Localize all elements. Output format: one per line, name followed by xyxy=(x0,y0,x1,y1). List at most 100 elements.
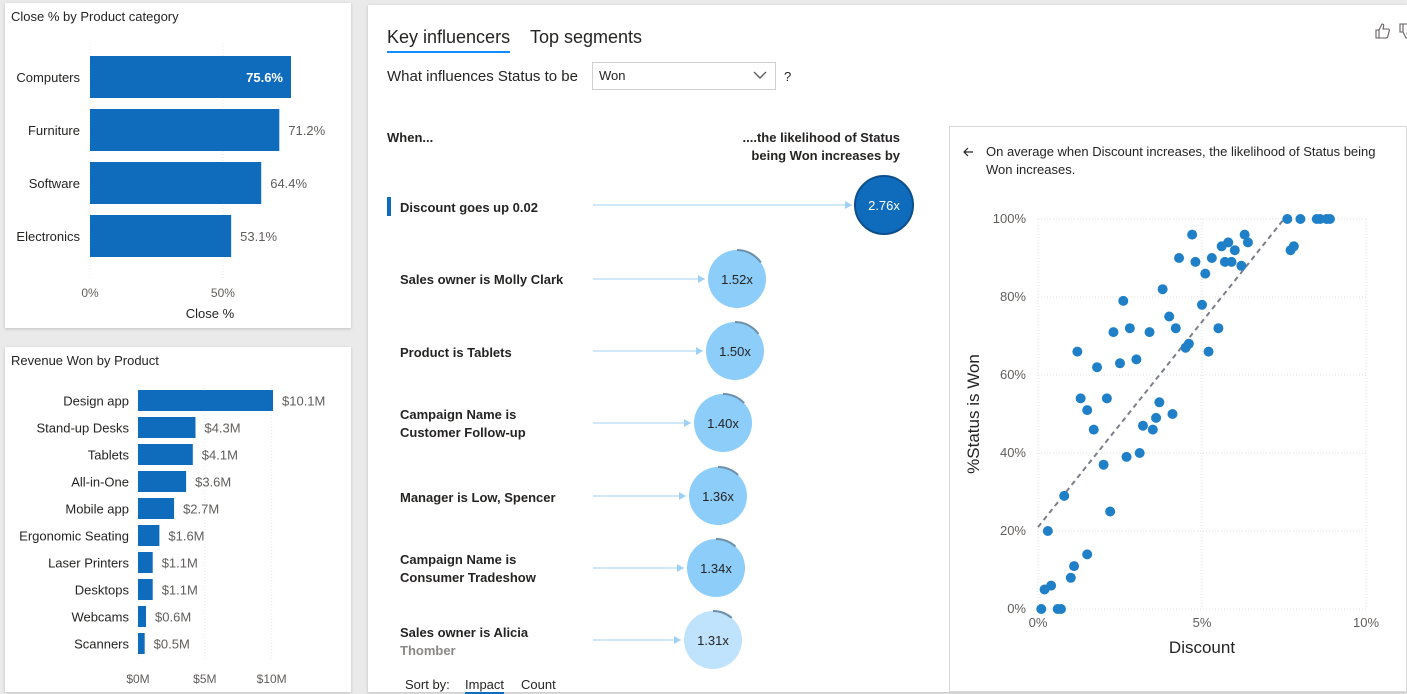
question-suffix: ? xyxy=(784,69,792,84)
sort-impact-option[interactable]: Impact xyxy=(465,677,505,694)
category-label: Electronics xyxy=(16,229,80,244)
influencer-label[interactable]: Campaign Name is Consumer Tradeshow xyxy=(400,552,536,585)
influencer-bubble xyxy=(694,394,752,452)
influencer-ring xyxy=(717,466,739,476)
scatter-point xyxy=(1190,256,1201,267)
influencer-label-text: Sales owner is Alicia xyxy=(400,625,529,640)
scatter-point xyxy=(1213,323,1224,334)
x-axis-title: Discount xyxy=(1169,638,1235,657)
influencer-label[interactable]: Manager is Low, Spencer xyxy=(400,490,556,505)
y-tick-label: 0% xyxy=(1007,601,1026,616)
influencer-value: 1.52x xyxy=(721,272,753,287)
data-label: $2.7M xyxy=(183,502,219,517)
trendline xyxy=(1037,218,1285,528)
thumbs-down-icon[interactable] xyxy=(1398,23,1407,44)
bar xyxy=(138,552,153,573)
category-label: Computers xyxy=(16,70,80,85)
influencer-ring xyxy=(715,538,737,548)
detail-text: On average when Discount increases, the … xyxy=(986,144,1376,177)
y-tick-label: 20% xyxy=(1000,523,1026,538)
influencer-value: 1.34x xyxy=(700,561,732,576)
bar xyxy=(138,444,193,465)
sort-count-option[interactable]: Count xyxy=(521,677,556,692)
key-influencers-card: Key influencers Top segments What influe… xyxy=(368,5,1407,694)
scatter-point xyxy=(1164,311,1175,322)
influencer-ring xyxy=(734,321,760,335)
data-label: $10.1M xyxy=(282,394,325,409)
influencer-value: 2.76x xyxy=(868,198,900,213)
revenue-chart: $0M $5M $10M Design app $10.1M Stand-up Desks… xyxy=(19,385,325,686)
scatter-point xyxy=(1055,604,1066,614)
scatter-point xyxy=(1223,237,1234,248)
influencer-ring xyxy=(722,393,745,404)
scatter-point xyxy=(1144,327,1155,338)
influencer-ring xyxy=(736,249,762,264)
category-label: Ergonomic Seating xyxy=(19,529,129,544)
category-label: Stand-up Desks xyxy=(37,421,130,436)
tick-label: 50% xyxy=(211,286,235,300)
scatter-point xyxy=(1088,424,1099,435)
x-tick-label: 5% xyxy=(1193,615,1212,630)
tick-label: $5M xyxy=(193,672,216,686)
status-value-dropdown[interactable]: Won xyxy=(592,62,776,90)
tab-key-influencers[interactable]: Key influencers xyxy=(387,27,511,53)
scatter-point xyxy=(1167,409,1178,419)
y-tick-label: 80% xyxy=(1000,289,1026,304)
bar xyxy=(138,606,147,627)
influencer-bubble xyxy=(708,250,766,308)
scatter-point xyxy=(1108,327,1119,338)
bar xyxy=(138,417,196,438)
influencer-label[interactable]: Sales owner is Molly Clark xyxy=(400,272,564,287)
question-prefix: What influences Status to be xyxy=(387,68,578,85)
detail-panel: On average when Discount increases, the … xyxy=(949,126,1407,692)
scatter-point xyxy=(1092,362,1103,373)
selected-indicator xyxy=(387,197,391,216)
scatter-point xyxy=(1059,490,1070,501)
scatter-point xyxy=(1121,451,1132,462)
y-tick-label: 60% xyxy=(1000,367,1026,382)
influencer-bubbles: 2.76x 1.52x 1.50x 1.40x 1.36x 1.34x 1.31x xyxy=(593,175,914,669)
when-header: When... xyxy=(387,130,434,145)
connector-arrow xyxy=(684,419,691,427)
sort-label: Sort by: xyxy=(405,677,450,692)
data-label: 71.2% xyxy=(288,123,325,138)
data-label: $4.3M xyxy=(204,421,240,436)
bar xyxy=(90,162,262,204)
scatter-point xyxy=(1324,214,1335,224)
scatter-point xyxy=(1183,338,1194,349)
influencer-bubble xyxy=(854,175,914,235)
scatter-point xyxy=(1187,229,1198,240)
connector-arrow xyxy=(845,201,852,209)
scatter-point xyxy=(1200,268,1211,279)
tab-top-segments[interactable]: Top segments xyxy=(530,27,643,47)
category-label: Furniture xyxy=(28,123,80,138)
category-label: Mobile app xyxy=(65,502,129,517)
scatter-point xyxy=(1236,260,1247,271)
y-tick-label: 40% xyxy=(1000,445,1026,460)
likelihood-header: ....the likelihood of Status being Won i… xyxy=(742,130,900,163)
scatter-point xyxy=(1242,237,1253,248)
category-label: Tablets xyxy=(88,448,130,463)
scatter-point xyxy=(1115,358,1125,369)
influencer-value: 1.36x xyxy=(702,489,734,504)
y-tick-label: 100% xyxy=(993,211,1027,226)
bar xyxy=(138,471,187,492)
chevron-down-icon xyxy=(753,68,767,85)
influencer-label[interactable]: Sales owner is Alicia Thomber xyxy=(400,624,565,660)
scatter-point xyxy=(1206,253,1217,263)
back-arrow-icon[interactable] xyxy=(962,145,974,163)
scatter-point xyxy=(1170,323,1181,334)
influencer-label[interactable]: Discount goes up 0.02 xyxy=(400,200,538,215)
influencer-label[interactable]: Product is Tablets xyxy=(400,345,512,360)
axis-title: Close % xyxy=(186,306,235,321)
scatter-point xyxy=(1282,214,1293,224)
data-label: 64.4% xyxy=(270,176,307,191)
influencer-label-faded: Thomber xyxy=(400,643,456,658)
bar xyxy=(138,633,145,654)
thumbs-up-icon[interactable] xyxy=(1374,23,1390,44)
influencer-label[interactable]: Campaign Name is Customer Follow-up xyxy=(400,407,526,440)
bar xyxy=(138,390,273,411)
scatter-point xyxy=(1046,580,1057,591)
scatter-point xyxy=(1154,397,1165,408)
influencer-value: 1.40x xyxy=(707,416,739,431)
